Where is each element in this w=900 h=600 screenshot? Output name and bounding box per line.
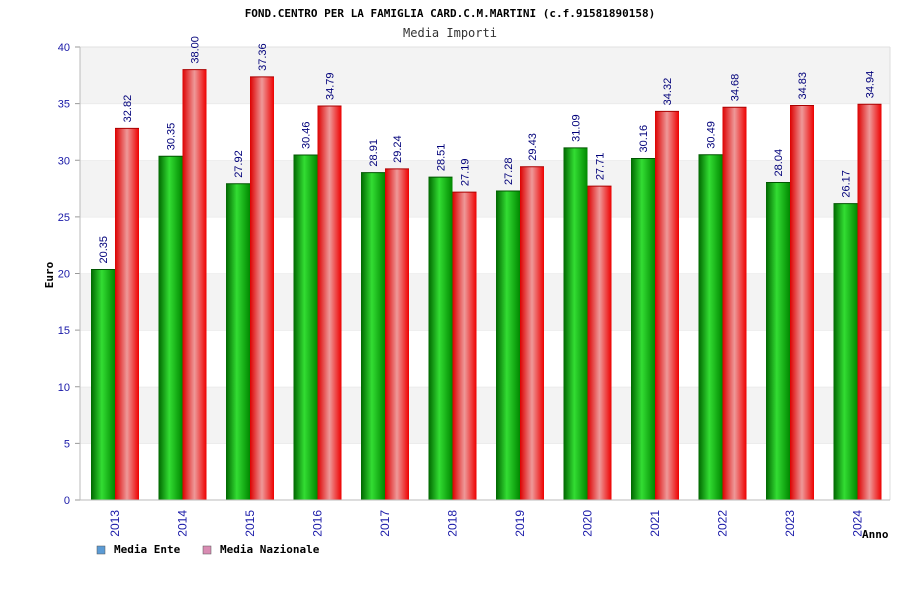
data-label: 27.28 — [503, 158, 515, 186]
chart-subtitle: Media Importi — [403, 26, 497, 40]
bar-media-nazionale-2018 — [452, 192, 477, 501]
x-tick-label: 2013 — [108, 510, 122, 537]
data-label: 34.83 — [797, 72, 809, 100]
data-label: 28.04 — [773, 149, 785, 177]
y-axis-ticks: 0 5 10 15 20 25 30 35 40 — [58, 42, 80, 507]
plot-background — [80, 46, 891, 500]
grid-band — [80, 47, 890, 104]
grid-band — [80, 103, 890, 161]
grid-band — [80, 273, 890, 331]
bar-media-nazionale-2023 — [790, 105, 814, 501]
x-tick-label: 2018 — [446, 510, 460, 537]
data-label: 38.00 — [190, 36, 202, 64]
data-label: 30.49 — [706, 121, 718, 149]
bar-media-nazionale-2019 — [520, 166, 544, 500]
x-tick-label: 2024 — [851, 510, 865, 537]
legend-label-media-nazionale: Media Nazionale — [220, 543, 320, 556]
data-label: 26.17 — [841, 170, 853, 198]
bar-media-nazionale-2016 — [317, 106, 342, 501]
bar-media-ente-2024 — [833, 203, 858, 500]
y-tick-label: 30 — [58, 155, 70, 167]
x-tick-label: 2015 — [243, 510, 257, 537]
bar-media-ente-2020 — [563, 147, 588, 500]
data-label: 28.91 — [368, 139, 380, 167]
y-axis-label: Euro — [43, 261, 56, 288]
bar-media-nazionale-2014 — [182, 69, 207, 501]
legend-swatch-media-ente — [96, 545, 106, 555]
bar-media-nazionale-2020 — [587, 186, 612, 500]
data-label: 37.36 — [257, 43, 269, 71]
data-label: 34.79 — [325, 72, 337, 100]
x-tick-label: 2016 — [311, 510, 325, 537]
data-label: 30.35 — [166, 123, 178, 151]
data-label: 27.92 — [233, 150, 245, 178]
grid-band — [80, 443, 890, 500]
data-label: 31.09 — [571, 114, 583, 142]
bar-media-ente-2015 — [226, 183, 250, 500]
x-tick-label: 2021 — [648, 510, 662, 537]
data-labels: 20.35 32.82 30.35 38.00 27.92 37.36 30.46 34.79… — [98, 36, 877, 263]
data-label: 30.46 — [301, 122, 313, 150]
data-label: 27.71 — [595, 153, 607, 181]
bar-media-ente-2018 — [428, 177, 453, 500]
x-axis-ticks: 2013 2014 2015 2016 2017 2018 2019 2020 2021 2022… — [108, 510, 865, 537]
y-tick-label: 5 — [64, 438, 70, 450]
x-axis-label: Anno — [862, 528, 889, 541]
y-tick-label: 10 — [58, 382, 70, 394]
y-tick-label: 0 — [64, 495, 70, 507]
bar-media-nazionale-2013 — [115, 128, 139, 500]
legend-label-media-ente: Media Ente — [114, 543, 181, 556]
bar-media-ente-2014 — [158, 156, 183, 500]
y-tick-label: 25 — [58, 212, 70, 224]
y-tick-label: 15 — [58, 325, 70, 337]
data-label: 29.24 — [392, 135, 404, 163]
data-label: 20.35 — [98, 236, 110, 264]
data-label: 34.32 — [662, 78, 674, 106]
x-tick-label: 2022 — [716, 510, 730, 537]
bar-media-nazionale-2024 — [857, 104, 882, 500]
bars — [91, 69, 882, 501]
bar-media-nazionale-2017 — [385, 168, 409, 500]
bar-media-ente-2022 — [698, 154, 723, 500]
x-tick-label: 2019 — [513, 510, 527, 537]
bar-media-ente-2019 — [496, 191, 520, 500]
data-label: 32.82 — [122, 95, 134, 123]
y-tick-label: 20 — [58, 269, 70, 281]
data-label: 34.68 — [730, 74, 742, 102]
chart-title: FOND.CENTRO PER LA FAMIGLIA CARD.C.M.MAR… — [245, 7, 656, 20]
grid-band — [80, 386, 890, 444]
bar-media-ente-2013 — [91, 269, 115, 500]
bar-media-ente-2023 — [766, 182, 790, 500]
bar-media-ente-2021 — [631, 158, 655, 501]
bar-media-nazionale-2022 — [722, 107, 747, 501]
data-label: 28.51 — [436, 144, 448, 172]
y-tick-label: 40 — [58, 42, 70, 54]
grid-band — [80, 216, 890, 274]
bar-media-ente-2017 — [361, 172, 385, 501]
data-label: 34.94 — [865, 71, 877, 99]
legend-swatch-media-nazionale — [202, 545, 212, 555]
grid-band — [80, 160, 890, 217]
y-tick-label: 35 — [58, 99, 70, 111]
x-tick-label: 2023 — [783, 510, 797, 537]
data-label: 29.43 — [527, 133, 539, 161]
data-label: 30.16 — [638, 125, 650, 153]
data-label: 27.19 — [460, 159, 472, 187]
bar-media-nazionale-2021 — [655, 111, 679, 501]
x-tick-label: 2014 — [176, 510, 190, 537]
bar-media-nazionale-2015 — [250, 76, 274, 500]
x-tick-label: 2017 — [378, 510, 392, 537]
legend: Media Ente Media Nazionale — [96, 543, 320, 556]
grid-band — [80, 330, 890, 387]
bar-media-ente-2016 — [293, 155, 318, 500]
x-tick-label: 2020 — [581, 510, 595, 537]
